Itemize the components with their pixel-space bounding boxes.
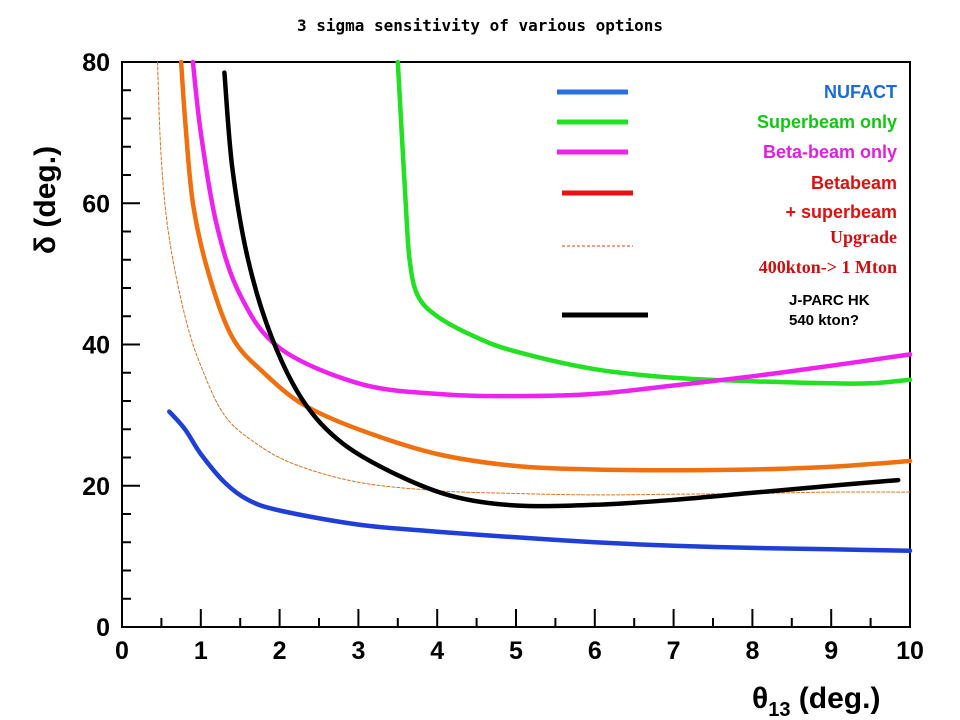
y-tick-label: 60 bbox=[82, 190, 110, 218]
legend: NUFACT Superbeam only Beta-beam only Betabe… bbox=[557, 82, 897, 329]
legend-label-3: Betabeam bbox=[811, 173, 897, 193]
legend-label-4: 400kton-> 1 Mton bbox=[759, 257, 897, 277]
series-line-2 bbox=[190, 59, 913, 399]
legend-label-1: Superbeam only bbox=[757, 112, 897, 132]
x-tick-label: 0 bbox=[115, 637, 129, 665]
x-tick-label: 10 bbox=[896, 637, 924, 665]
x-axis-label: θ13 (deg.) bbox=[752, 682, 880, 720]
legend-label-5: J-PARC HK bbox=[789, 292, 870, 309]
y-axis-label: δ (deg.) bbox=[29, 146, 62, 254]
plot-series bbox=[157, 59, 913, 553]
x-tick-label: 2 bbox=[273, 637, 287, 665]
x-tick-label: 6 bbox=[588, 637, 602, 665]
x-tick-label: 9 bbox=[824, 637, 838, 665]
x-tick-label: 3 bbox=[351, 637, 365, 665]
series-line-1 bbox=[395, 59, 913, 386]
y-tick-label: 80 bbox=[82, 49, 110, 77]
x-tick-label: 4 bbox=[430, 637, 444, 665]
x-tick-label: 1 bbox=[194, 637, 208, 665]
legend-label-3: + superbeam bbox=[785, 202, 897, 222]
chart-title: 3 sigma sensitivity of various options bbox=[297, 16, 663, 35]
x-tick-label: 5 bbox=[509, 637, 523, 665]
legend-label-5: 540 kton? bbox=[789, 312, 859, 329]
plot-axes: 0 1 2 3 4 5 6 7 8 9 10 0 20 40 60 80 bbox=[82, 49, 924, 665]
legend-label-4: Upgrade bbox=[830, 227, 897, 247]
y-tick-label: 40 bbox=[82, 332, 110, 360]
y-tick-label: 20 bbox=[82, 473, 110, 501]
legend-label-2: Beta-beam only bbox=[763, 142, 897, 162]
y-tick-label: 0 bbox=[96, 614, 110, 642]
x-tick-label: 8 bbox=[745, 637, 759, 665]
legend-label-0: NUFACT bbox=[824, 82, 897, 102]
series-line-5 bbox=[222, 70, 901, 509]
x-tick-label: 7 bbox=[667, 637, 681, 665]
series-line-3 bbox=[178, 59, 913, 473]
series-line-0 bbox=[167, 409, 913, 553]
